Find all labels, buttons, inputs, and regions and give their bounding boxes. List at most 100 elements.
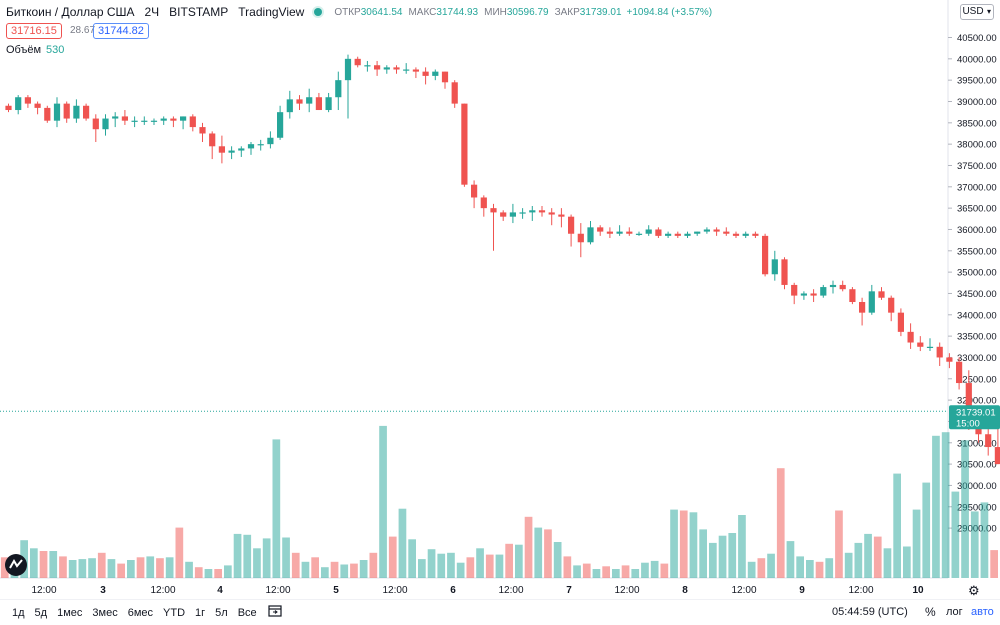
tradingview-logo-icon	[9, 559, 23, 569]
candle-body	[548, 212, 555, 215]
volume-bar	[379, 425, 387, 578]
timeframe-1y[interactable]: 1г	[195, 606, 206, 619]
candle-body	[519, 212, 526, 214]
volume-bar	[699, 529, 707, 578]
volume-bar	[990, 550, 998, 578]
interval-label[interactable]: 2Ч	[144, 5, 160, 19]
candle-body	[247, 144, 255, 149]
volume-bar	[864, 533, 872, 578]
y-tick-label: 37000.00	[957, 182, 997, 193]
candle-body	[800, 293, 807, 296]
candle-body	[859, 301, 866, 313]
timeframe-all[interactable]: Все	[237, 606, 257, 619]
candle-body	[558, 214, 565, 217]
candle-body	[616, 231, 623, 234]
volume-bar	[602, 566, 610, 578]
candle-body	[665, 233, 672, 236]
candle-body	[829, 284, 837, 288]
candle-body	[160, 118, 167, 121]
volume-bar	[961, 440, 969, 578]
low-label: МИН	[484, 6, 507, 18]
candle-body	[335, 80, 342, 98]
currency-label: USD	[962, 6, 984, 17]
candle-body	[694, 231, 701, 234]
timeframe-3m[interactable]: 3мес	[92, 606, 118, 619]
symbol-name[interactable]: Биткоин / Доллар США	[6, 5, 135, 19]
volume-bar	[679, 510, 688, 578]
open-value: 30641.54	[360, 6, 403, 18]
y-tick-label: 36000.00	[957, 225, 997, 236]
candle-body	[228, 150, 235, 153]
bid-price-button[interactable]: 31716.15	[6, 23, 62, 39]
x-tick-label: 8	[682, 585, 688, 596]
change-value: +1094.84 (+3.57%)	[626, 6, 713, 18]
volume-bar	[136, 557, 145, 578]
volume-bar	[340, 564, 349, 578]
ask-price-button[interactable]: 31744.82	[93, 23, 149, 39]
timeframe-ytd[interactable]: YTD	[163, 606, 186, 619]
volume-bar	[951, 491, 960, 578]
volume-bar	[311, 557, 319, 578]
goto-date-icon[interactable]	[268, 605, 282, 617]
volume-value: 530	[46, 44, 65, 56]
candle-body	[529, 210, 536, 213]
y-tick-label: 33000.00	[957, 353, 997, 364]
candle-body	[53, 103, 61, 121]
x-tick-label: 12:00	[150, 585, 175, 596]
volume-bar	[88, 558, 96, 578]
y-tick-label: 29500.00	[957, 502, 997, 513]
candle-body	[209, 133, 216, 147]
symbol-header: Биткоин / Доллар США 2Ч BITSTAMP Trading…	[6, 4, 712, 20]
volume-bar	[437, 553, 446, 578]
volume-bar	[553, 542, 562, 578]
volume-bar	[631, 569, 640, 578]
percent-scale-button[interactable]: %	[925, 605, 936, 619]
y-tick-label: 32500.00	[957, 374, 997, 385]
volume-bar	[253, 548, 261, 578]
candle-body	[810, 293, 817, 296]
settings-gear-icon[interactable]: ⚙	[968, 583, 980, 598]
utc-clock[interactable]: 05:44:59 (UTC)	[832, 606, 908, 618]
candle-body	[917, 342, 924, 347]
volume-bar	[650, 560, 659, 578]
volume-bar	[641, 562, 649, 578]
volume-bar	[117, 563, 125, 578]
candle-body	[218, 146, 225, 153]
candle-body	[897, 312, 904, 332]
volume-label: Объём	[6, 44, 42, 56]
volume-bar	[709, 542, 717, 578]
timeframe-5d[interactable]: 5д	[34, 606, 48, 619]
candle-body	[878, 291, 885, 298]
y-tick-label: 34000.00	[957, 310, 997, 321]
volume-bar	[78, 559, 87, 578]
timeframe-6m[interactable]: 6мес	[127, 606, 154, 619]
volume-bar	[970, 511, 979, 578]
volume-bar	[932, 435, 940, 578]
y-tick-label: 35500.00	[957, 246, 997, 257]
price-chart[interactable]: 40500.00 40000.00 39500.00 39000.00 38500.00…	[0, 0, 1000, 600]
timeframe-1d[interactable]: 1д	[12, 606, 25, 619]
candle-body	[15, 97, 22, 111]
candle-body	[752, 233, 759, 236]
candle-body	[936, 346, 943, 358]
candle-body	[73, 105, 80, 119]
volume-bar	[980, 502, 989, 578]
candle-body	[849, 289, 856, 302]
timeframe-1m[interactable]: 1мес	[57, 606, 83, 619]
timeframe-5y[interactable]: 5л	[215, 606, 228, 619]
volume-bar	[447, 552, 455, 578]
volume-bar	[776, 468, 785, 578]
auto-scale-button[interactable]: авто	[971, 606, 994, 618]
volume-bar	[456, 562, 465, 578]
volume-bar	[815, 561, 824, 578]
volume-bar	[796, 556, 804, 578]
candle-body	[393, 67, 400, 70]
volume-bar	[175, 527, 184, 578]
log-scale-button[interactable]: лог	[946, 606, 963, 618]
volume-bar	[369, 552, 378, 578]
volume-bar	[495, 554, 504, 578]
exchange-label: BITSTAMP	[169, 5, 229, 19]
volume-bar	[97, 552, 106, 578]
currency-select[interactable]: USD ▾	[960, 4, 994, 20]
candle-body	[412, 69, 419, 72]
